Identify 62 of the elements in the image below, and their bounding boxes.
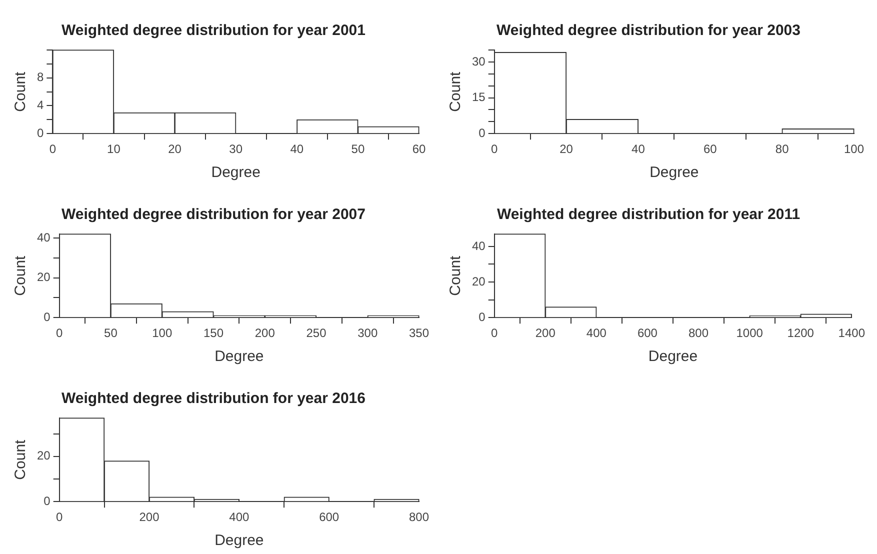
chart-title: Weighted degree distribution for year 2011: [496, 206, 800, 224]
chart-title: Weighted degree distribution for year 2001: [62, 22, 366, 40]
x-tick-label: 400: [229, 510, 250, 524]
x-tick-label: 800: [408, 510, 430, 524]
x-tick-label: 100: [844, 142, 864, 156]
x-axis-title: Degree: [214, 348, 264, 366]
y-tick-label: 4: [36, 98, 44, 112]
y-tick-label: 40: [472, 238, 486, 253]
x-tick-label: 0: [491, 142, 498, 156]
chart-title: Weighted degree distribution for year 2016: [62, 390, 366, 408]
x-tick-label: 40: [632, 142, 646, 156]
y-tick-label: 20: [472, 274, 486, 288]
x-tick-label: 200: [535, 326, 556, 340]
x-tick-label: 250: [306, 326, 327, 340]
x-tick-label: 60: [703, 142, 718, 156]
x-tick-label: 80: [775, 142, 790, 156]
x-tick-label: 0: [56, 510, 64, 524]
x-tick-label: 20: [168, 142, 182, 156]
x-tick-label: 30: [229, 142, 243, 156]
y-tick-label: 20: [36, 270, 51, 284]
x-tick-label: 200: [254, 326, 276, 340]
y-tick-label: 0: [36, 126, 44, 140]
y-axis-title: Count: [447, 70, 464, 112]
chart-title: Weighted degree distribution for year 2007: [62, 206, 366, 224]
x-tick-label: 0: [491, 326, 498, 340]
x-tick-label: 1400: [838, 326, 866, 340]
x-tick-label: 600: [637, 326, 658, 340]
x-tick-label: 10: [107, 142, 121, 156]
x-tick-label: 200: [139, 510, 160, 524]
y-tick-label: 8: [36, 70, 44, 84]
y-axis-title: Count: [12, 254, 30, 296]
y-tick-label: 0: [478, 310, 486, 324]
y-tick-label: 15: [472, 90, 486, 104]
x-tick-label: 100: [152, 326, 172, 340]
y-axis-title: Count: [447, 254, 464, 296]
x-tick-label: 1000: [736, 326, 764, 340]
x-axis-title: Degree: [648, 348, 698, 366]
y-axis-title: Count: [12, 70, 30, 112]
y-axis-title: Count: [12, 438, 30, 480]
y-tick-label: 0: [44, 310, 51, 324]
y-tick-label: 0: [478, 126, 486, 140]
x-tick-label: 150: [203, 326, 224, 340]
x-tick-label: 1200: [787, 326, 814, 340]
x-axis-title: Degree: [214, 532, 264, 550]
x-tick-label: 20: [560, 142, 574, 156]
x-tick-label: 300: [358, 326, 378, 340]
x-tick-label: 60: [412, 142, 426, 156]
x-tick-label: 600: [319, 510, 340, 524]
y-tick-label: 40: [36, 230, 51, 244]
x-tick-label: 350: [408, 326, 430, 340]
y-tick-label: 30: [472, 54, 486, 68]
x-axis-title: Degree: [211, 164, 260, 182]
y-tick-label: 0: [44, 494, 51, 508]
x-tick-label: 50: [104, 326, 118, 340]
x-tick-label: 50: [351, 142, 365, 156]
x-tick-label: 0: [56, 326, 64, 340]
x-tick-label: 400: [586, 326, 607, 340]
chart-title: Weighted degree distribution for year 2003: [496, 22, 800, 40]
x-tick-label: 40: [290, 142, 304, 156]
x-axis-title: Degree: [650, 164, 699, 182]
x-tick-label: 800: [688, 326, 709, 340]
y-tick-label: 20: [36, 448, 51, 463]
